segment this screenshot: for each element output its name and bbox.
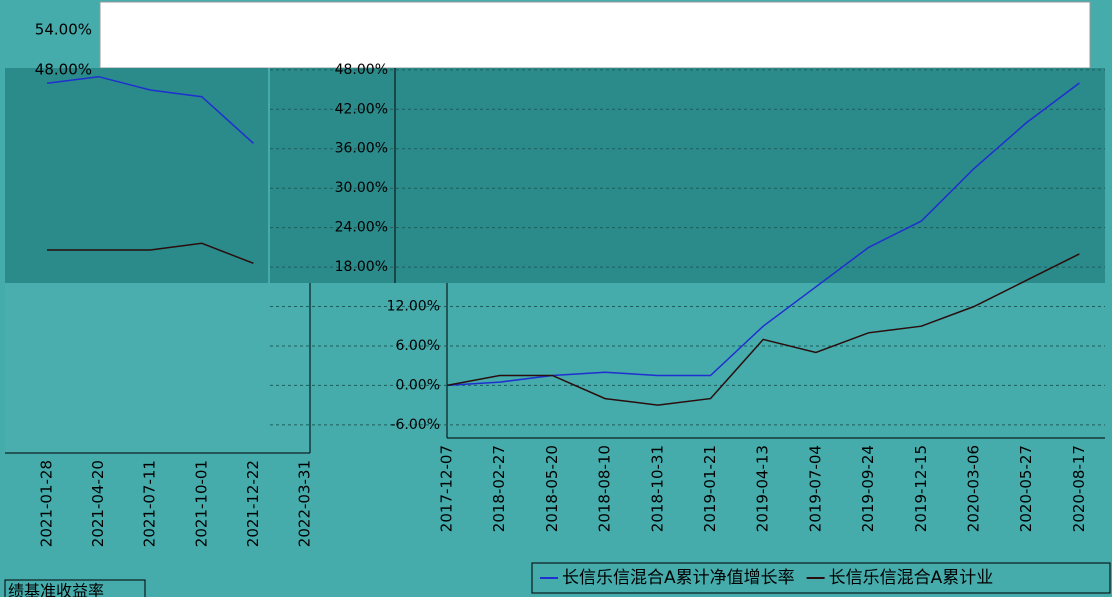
x-tick-label: 2020-08-17 <box>1070 445 1088 532</box>
x-tick-label: 2019-12-15 <box>912 445 930 532</box>
y-tick-label: 6.00% <box>396 338 440 354</box>
y-tick-label: 36.00% <box>335 141 388 157</box>
x-tick-label: 2021-10-01 <box>192 460 210 547</box>
x-tick-label: 2021-12-22 <box>244 460 262 547</box>
top-strip <box>100 2 1090 68</box>
x-tick-label: 2018-10-31 <box>648 445 666 532</box>
y-tick-label: 12.00% <box>387 299 440 315</box>
y-tick-label: 24.00% <box>335 220 388 236</box>
chart: 绩基准收益率 -6.00% 0.00% 6.00% 12.00% 18.00% 24.00… <box>0 0 1112 597</box>
y-tick-label: 0.00% <box>396 377 440 393</box>
legend-label: 长信乐信混合A累计业 <box>829 568 994 588</box>
page: {"chart_data": [ {"type": "line", "categ… <box>0 0 1112 597</box>
y-tick-label: 42.00% <box>335 101 388 117</box>
x-tick-label: 2019-01-21 <box>701 445 719 532</box>
x-tick-label: 2017-12-07 <box>438 445 456 532</box>
x-tick-label: 2018-02-27 <box>490 445 508 532</box>
x-tick-label: 2018-05-20 <box>543 445 561 532</box>
y-tick-label: 18.00% <box>335 259 388 275</box>
x-tick-label: 2021-04-20 <box>89 460 107 547</box>
y-tick-label: 48.00% <box>35 61 92 79</box>
x-tick-label: 2019-09-24 <box>859 445 877 532</box>
x-tick-label: 2021-07-11 <box>141 460 159 547</box>
y-tick-label: 54.00% <box>35 21 92 39</box>
x-tick-label: 2018-08-10 <box>596 445 614 532</box>
x-tick-label: 2022-03-31 <box>296 460 314 547</box>
footer: 绩基准收益率 <box>8 582 104 597</box>
x-tick-label: 2021-01-28 <box>38 460 56 547</box>
x-tick-label: 2019-07-04 <box>806 445 824 532</box>
x-tick-label: 2020-05-27 <box>1017 445 1035 532</box>
y-tick-label: 30.00% <box>335 180 388 196</box>
x-tick-label: 2019-04-13 <box>754 445 772 532</box>
y-tick-label: 48.00% <box>335 62 388 78</box>
x-tick-label: 2020-03-06 <box>965 445 983 532</box>
legend-label: 长信乐信混合A累计净值增长率 <box>562 568 795 588</box>
y-tick-label: -6.00% <box>390 417 440 433</box>
panel <box>5 283 310 453</box>
